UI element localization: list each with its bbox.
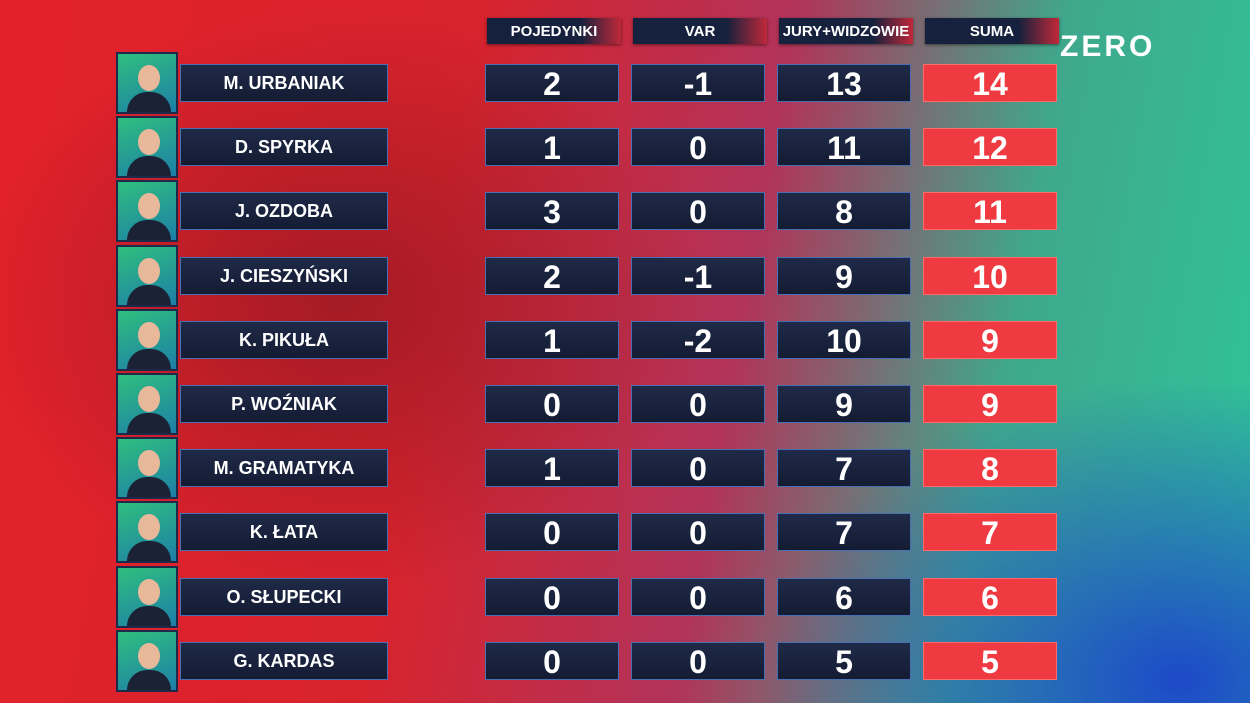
- score-cell: 5: [777, 641, 911, 680]
- column-header: POJEDYNKI: [487, 18, 621, 44]
- column-header: VAR: [633, 18, 767, 44]
- avatar-body: [127, 284, 171, 305]
- score-cell: 13: [777, 64, 911, 102]
- sum-cell: 6: [923, 577, 1057, 616]
- sum-cell: 9: [923, 320, 1057, 359]
- sum-cell: 11: [923, 192, 1057, 231]
- avatar-head: [138, 321, 160, 348]
- avatar: [116, 501, 178, 564]
- avatar-body: [127, 92, 171, 112]
- score-cell: -1: [631, 64, 765, 102]
- player-name: M. GRAMATYKA: [180, 449, 388, 488]
- score-cell: 11: [777, 128, 911, 167]
- score-cell: 0: [485, 641, 619, 680]
- avatar: [116, 629, 178, 692]
- player-name: K. ŁATA: [180, 513, 388, 552]
- score-cell: -2: [631, 320, 765, 359]
- avatar: [116, 116, 178, 179]
- score-cell: 2: [485, 64, 619, 102]
- sum-cell: 12: [923, 128, 1057, 167]
- player-name: J. OZDOBA: [180, 192, 388, 231]
- avatar-head: [138, 642, 160, 669]
- avatar: [116, 244, 178, 307]
- score-cell: -1: [631, 256, 765, 295]
- avatar-body: [127, 348, 171, 369]
- score-cell: 7: [777, 513, 911, 552]
- score-cell: 7: [777, 449, 911, 488]
- score-cell: 0: [631, 513, 765, 552]
- avatar-head: [138, 578, 160, 605]
- column-header: JURY+WIDZOWIE: [779, 18, 913, 44]
- sum-cell: 14: [923, 64, 1057, 102]
- score-cell: 0: [485, 513, 619, 552]
- score-cell: 0: [485, 385, 619, 423]
- avatar-head: [138, 257, 160, 284]
- sum-cell: 8: [923, 449, 1057, 488]
- sum-cell: 9: [923, 385, 1057, 423]
- avatar-head: [138, 386, 160, 412]
- avatar-head: [138, 514, 160, 541]
- score-cell: 0: [631, 577, 765, 616]
- player-name: G. KARDAS: [180, 641, 388, 680]
- sum-cell: 10: [923, 256, 1057, 295]
- score-cell: 1: [485, 128, 619, 167]
- player-name: M. URBANIAK: [180, 64, 388, 102]
- avatar: [116, 373, 178, 435]
- avatar: [116, 437, 178, 500]
- score-cell: 0: [631, 641, 765, 680]
- score-cell: 8: [777, 192, 911, 231]
- avatar-head: [138, 193, 160, 220]
- score-cell: 0: [631, 192, 765, 231]
- score-cell: 3: [485, 192, 619, 231]
- score-cell: 2: [485, 256, 619, 295]
- player-name: K. PIKUŁA: [180, 320, 388, 359]
- logo: ZERO: [1060, 30, 1156, 63]
- avatar: [116, 308, 178, 371]
- avatar-body: [127, 541, 171, 562]
- score-cell: 0: [485, 577, 619, 616]
- player-name: D. SPYRKA: [180, 128, 388, 167]
- avatar-body: [127, 413, 171, 433]
- avatar: [116, 52, 178, 114]
- score-cell: 0: [631, 128, 765, 167]
- avatar: [116, 180, 178, 243]
- score-cell: 0: [631, 449, 765, 488]
- sum-cell: 7: [923, 513, 1057, 552]
- avatar-head: [138, 129, 160, 156]
- score-cell: 0: [631, 385, 765, 423]
- score-cell: 1: [485, 449, 619, 488]
- column-header: SUMA: [925, 18, 1059, 44]
- avatar-head: [138, 65, 160, 91]
- score-cell: 9: [777, 256, 911, 295]
- avatar: [116, 565, 178, 628]
- player-name: J. CIESZYŃSKI: [180, 256, 388, 295]
- player-name: P. WOŹNIAK: [180, 385, 388, 423]
- score-cell: 10: [777, 320, 911, 359]
- player-name: O. SŁUPECKI: [180, 577, 388, 616]
- sum-cell: 5: [923, 641, 1057, 680]
- avatar-body: [127, 477, 171, 498]
- score-cell: 6: [777, 577, 911, 616]
- avatar-body: [127, 220, 171, 241]
- score-cell: 1: [485, 320, 619, 359]
- avatar-head: [138, 450, 160, 477]
- avatar-body: [127, 156, 171, 177]
- avatar-body: [127, 669, 171, 690]
- avatar-body: [127, 605, 171, 626]
- score-cell: 9: [777, 385, 911, 423]
